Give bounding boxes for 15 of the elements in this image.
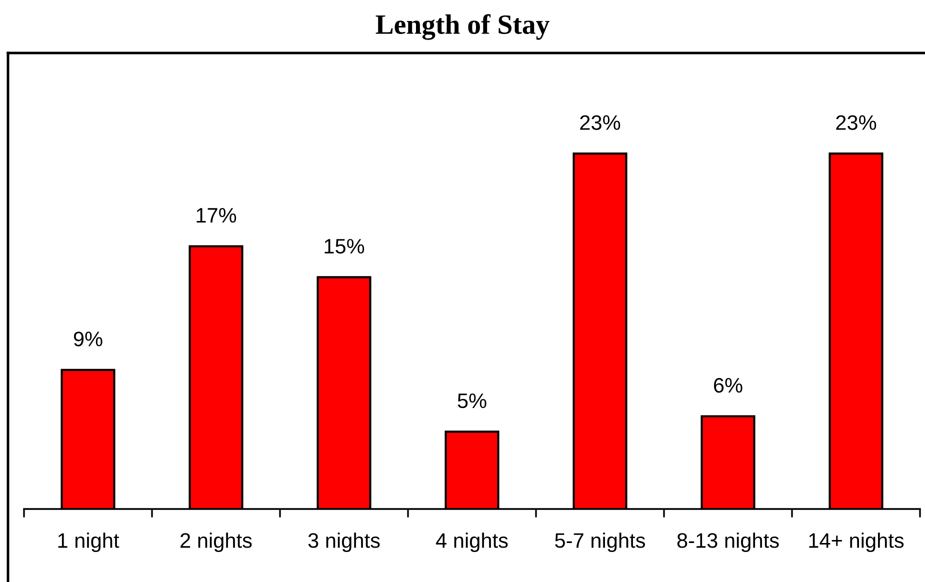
data-label: 9% — [74, 332, 102, 346]
x-tick-label: 4 nights — [436, 532, 508, 552]
chart-title: Length of Stay — [376, 14, 550, 40]
data-label: 17% — [196, 208, 236, 223]
x-tick-label: 1 night — [58, 532, 120, 552]
x-tick-label: 14+ nights — [809, 532, 904, 552]
data-label: 23% — [836, 115, 876, 130]
data-label: 6% — [714, 378, 742, 393]
x-tick-label: 8-13 nights — [677, 532, 779, 552]
x-tick-label: 3 nights — [308, 532, 380, 552]
x-tick-label: 2 nights — [180, 532, 252, 552]
data-label: 23% — [580, 115, 620, 130]
data-label: 5% — [458, 394, 486, 408]
x-tick-label: 5-7 nights — [555, 532, 645, 552]
data-label: 15% — [324, 238, 364, 254]
